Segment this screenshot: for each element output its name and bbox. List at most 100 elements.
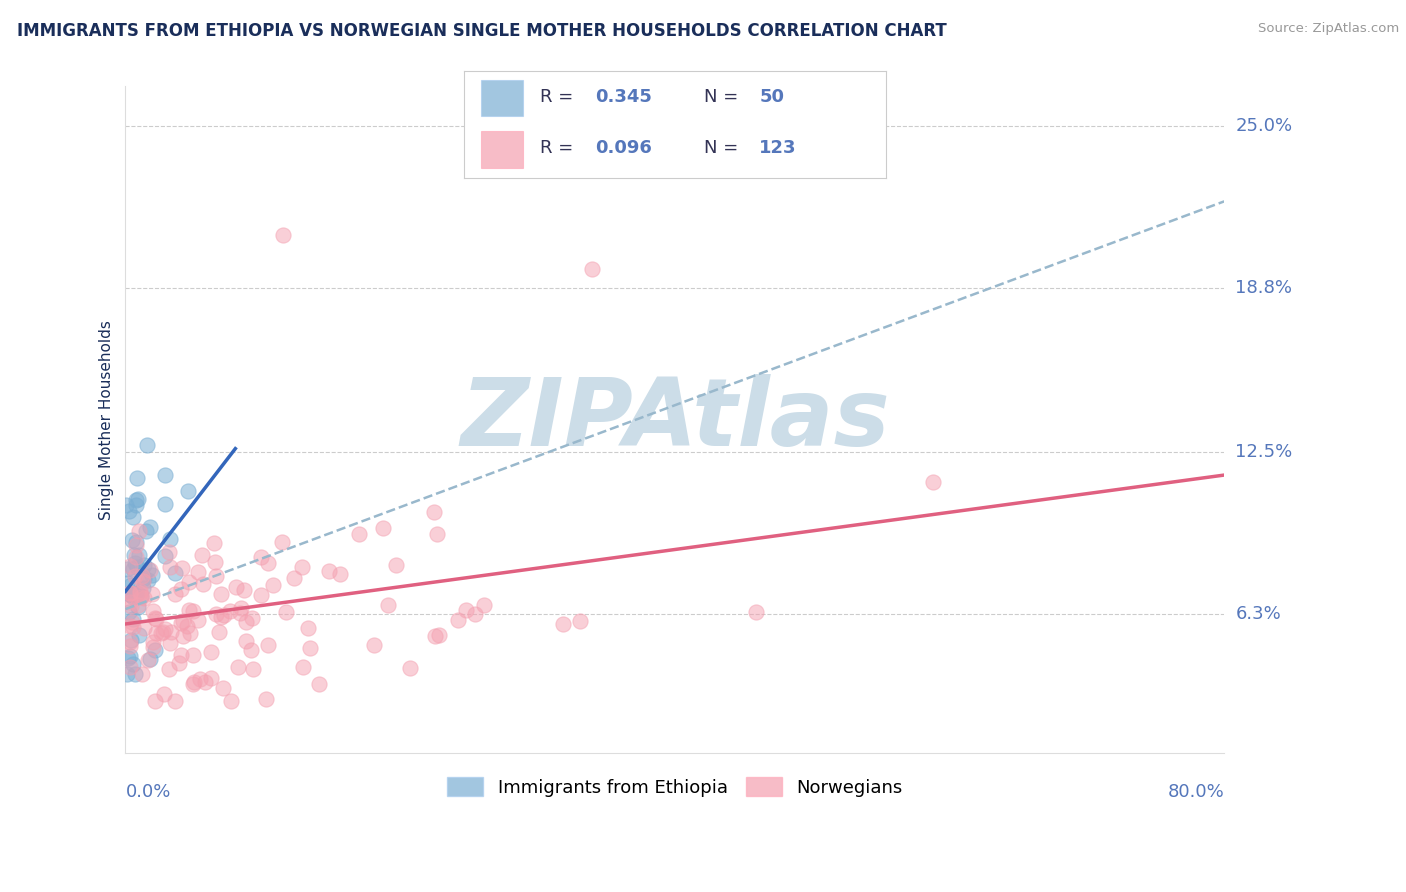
Point [131, 590, 153, 604]
Point [200, 645, 222, 659]
Point [124, 569, 146, 583]
Text: N =: N = [704, 88, 744, 106]
Point [172, 629, 194, 643]
Point [181, 648, 204, 662]
Point [131, 667, 153, 681]
Point [125, 498, 148, 512]
Point [235, 615, 257, 629]
Point [132, 591, 155, 605]
Point [129, 590, 152, 604]
Point [118, 587, 141, 601]
Point [122, 591, 145, 605]
Point [581, 262, 603, 277]
Point [145, 625, 167, 640]
Text: 18.8%: 18.8% [1236, 278, 1292, 297]
Point [120, 599, 142, 613]
Point [132, 558, 155, 573]
Point [121, 612, 143, 626]
Point [254, 691, 277, 706]
Point [139, 563, 162, 577]
Text: ZIPAtlas: ZIPAtlas [460, 374, 890, 466]
Point [125, 560, 148, 574]
Text: 0.0%: 0.0% [125, 783, 172, 801]
Point [115, 498, 138, 512]
Point [377, 598, 399, 612]
Point [124, 556, 146, 570]
Point [155, 622, 177, 636]
Point [177, 575, 200, 590]
Point [191, 576, 214, 591]
Point [145, 612, 167, 626]
Point [183, 675, 205, 690]
Point [276, 605, 298, 619]
Point [127, 492, 149, 507]
Point [127, 600, 149, 615]
Point [120, 588, 142, 602]
Text: R =: R = [540, 88, 579, 106]
Point [262, 578, 284, 592]
Point [115, 576, 138, 591]
Point [125, 471, 148, 485]
Point [427, 627, 450, 641]
Point [363, 639, 385, 653]
Point [134, 570, 156, 584]
Point [124, 493, 146, 508]
Point [128, 585, 150, 599]
Point [318, 564, 340, 578]
Point [118, 605, 141, 619]
Point [745, 605, 768, 619]
Point [129, 584, 152, 599]
Point [157, 545, 180, 559]
Point [118, 648, 141, 663]
Point [454, 603, 477, 617]
Point [135, 438, 157, 452]
Point [124, 538, 146, 552]
Point [138, 520, 160, 534]
Text: 0.096: 0.096 [595, 139, 651, 157]
Point [423, 629, 446, 643]
Point [125, 550, 148, 565]
Point [163, 587, 186, 601]
Point [167, 656, 190, 670]
Point [142, 640, 165, 654]
Legend: Immigrants from Ethiopia, Norwegians: Immigrants from Ethiopia, Norwegians [440, 770, 910, 804]
Point [170, 615, 193, 630]
Point [128, 628, 150, 642]
Point [136, 652, 159, 666]
Point [121, 615, 143, 630]
Point [273, 228, 295, 243]
Bar [481, 80, 523, 116]
Point [472, 598, 495, 612]
Point [200, 671, 222, 685]
Point [179, 603, 201, 617]
Point [347, 526, 370, 541]
Point [239, 643, 262, 657]
Point [218, 604, 240, 618]
Point [426, 526, 449, 541]
Point [568, 614, 591, 628]
Point [143, 693, 166, 707]
Point [118, 594, 141, 608]
Point [209, 609, 232, 624]
Point [153, 497, 176, 511]
Point [212, 608, 235, 623]
Point [118, 635, 141, 649]
Point [190, 548, 212, 562]
Point [194, 675, 217, 690]
Point [232, 582, 254, 597]
Point [138, 573, 160, 587]
Point [329, 567, 352, 582]
Point [132, 574, 155, 588]
Point [228, 660, 250, 674]
Point [250, 589, 273, 603]
Point [921, 475, 943, 489]
Point [118, 504, 141, 518]
Text: R =: R = [540, 139, 579, 157]
Point [132, 581, 155, 595]
Point [115, 667, 138, 681]
Point [181, 677, 204, 691]
Point [204, 569, 226, 583]
Point [551, 616, 574, 631]
Point [447, 613, 470, 627]
Point [298, 640, 321, 655]
